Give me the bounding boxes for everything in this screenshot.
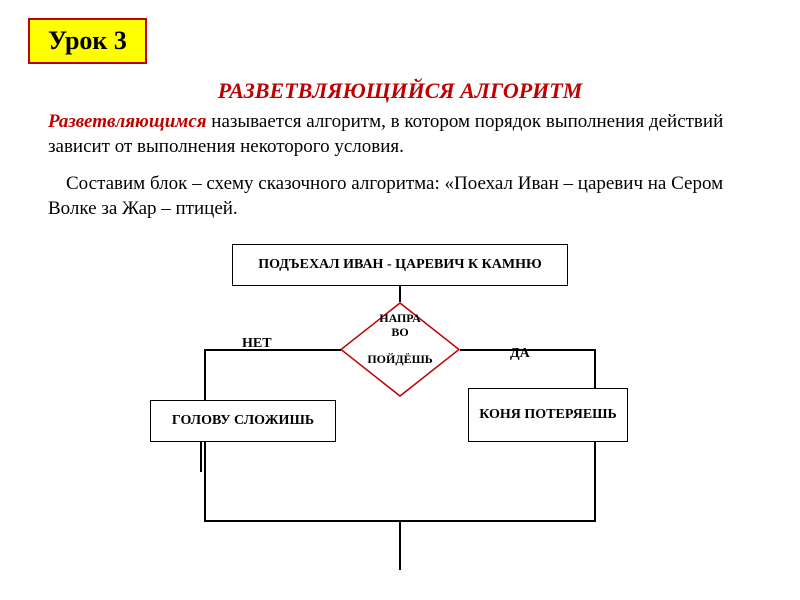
decision-line3: ПОЙДЁШЬ <box>367 352 432 366</box>
page-title: РАЗВЕТВЛЯЮЩИЙСЯ АЛГОРИТМ <box>0 78 800 104</box>
flowchart-right-box: КОНЯ ПОТЕРЯЕШЬ <box>468 388 628 442</box>
connector-line <box>594 349 596 388</box>
connector-line <box>204 349 206 400</box>
lesson-badge: Урок 3 <box>28 18 147 64</box>
flowchart-start-box: ПОДЪЕХАЛ ИВАН - ЦАРЕВИЧ К КАМНЮ <box>232 244 568 286</box>
definition-text: Разветвляющимся называется алгоритм, в к… <box>48 110 752 159</box>
decision-line1: НАПРА <box>379 311 421 325</box>
flowchart: ПОДЪЕХАЛ ИВАН - ЦАРЕВИЧ К КАМНЮ НАПРА ВО… <box>0 240 800 600</box>
decision-line2: ВО <box>391 325 408 339</box>
decision-text: НАПРА ВО ПОЙДЁШЬ <box>340 312 460 367</box>
connector-line <box>399 286 401 302</box>
connector-line <box>200 442 202 472</box>
connector-line <box>204 349 341 351</box>
flowchart-decision: НАПРА ВО ПОЙДЁШЬ <box>340 302 460 397</box>
connector-line <box>399 520 401 570</box>
flowchart-left-box: ГОЛОВУ СЛОЖИШЬ <box>150 400 336 442</box>
connector-line <box>204 442 206 520</box>
connector-line <box>460 349 596 351</box>
connector-line <box>594 442 596 520</box>
definition-term: Разветвляющимся <box>48 111 207 132</box>
task-text: Составим блок – схему сказочного алгорит… <box>48 172 752 221</box>
